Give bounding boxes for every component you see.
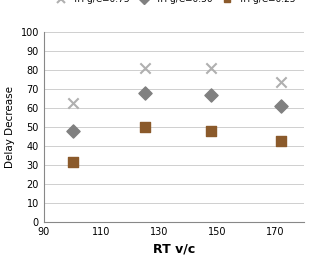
Y-axis label: Delay Decrease: Delay Decrease bbox=[5, 86, 15, 168]
Point bbox=[70, 100, 75, 105]
Point bbox=[70, 159, 75, 164]
Point bbox=[209, 129, 214, 133]
Point bbox=[142, 125, 147, 129]
Point bbox=[209, 93, 214, 97]
Point bbox=[142, 66, 147, 70]
Point bbox=[278, 80, 283, 84]
Legend: TH g/C=0.75, TH g/C=0.50, TH g/C=0.25: TH g/C=0.75, TH g/C=0.50, TH g/C=0.25 bbox=[52, 0, 295, 4]
Point bbox=[278, 139, 283, 143]
Point bbox=[209, 66, 214, 70]
Point bbox=[70, 129, 75, 133]
X-axis label: RT v/c: RT v/c bbox=[153, 243, 195, 256]
Point bbox=[278, 104, 283, 109]
Point bbox=[142, 91, 147, 95]
